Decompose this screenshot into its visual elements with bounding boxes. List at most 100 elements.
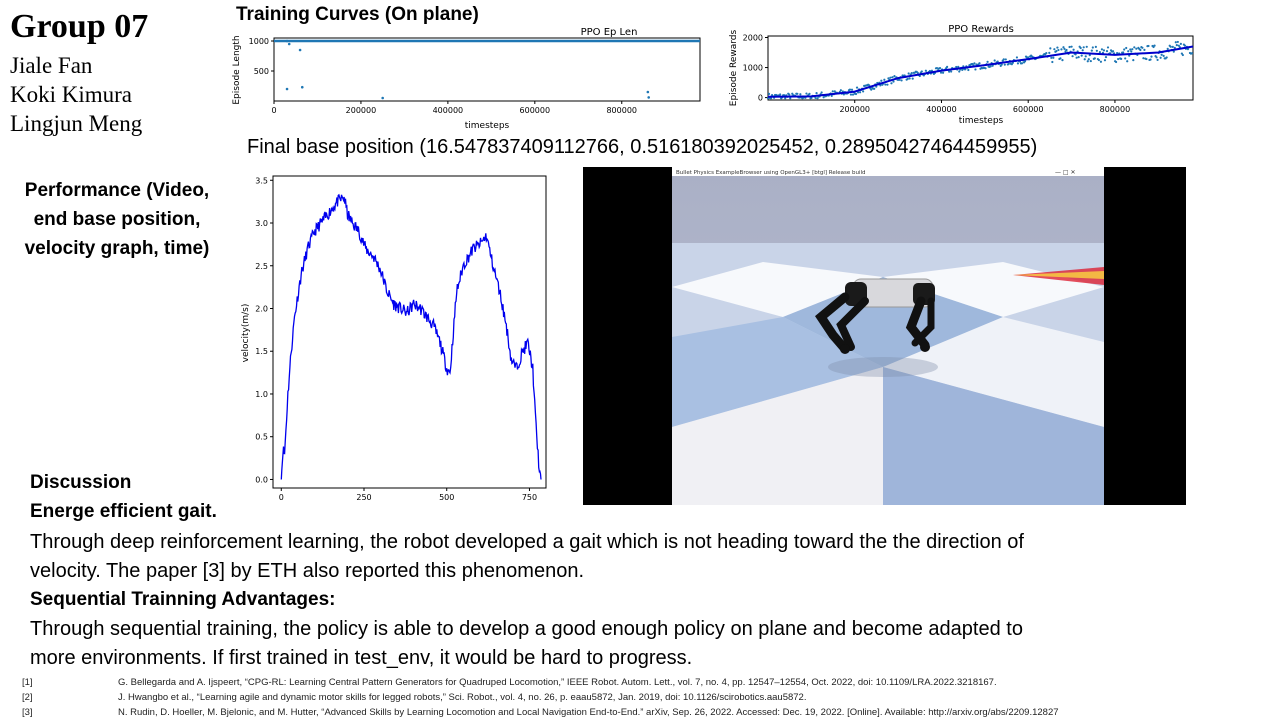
rewards-point <box>1065 48 1068 52</box>
rewards-point <box>1026 56 1030 59</box>
rewards-point <box>1135 47 1138 50</box>
discussion-heading: Discussion <box>30 472 132 493</box>
rewards-title: PPO Rewards <box>948 24 1014 35</box>
velocity-ylabel: velocity(m/s) <box>241 304 251 363</box>
rewards-point <box>1063 47 1066 51</box>
rewards-point <box>964 68 967 71</box>
rewards-point <box>886 83 889 86</box>
rewards-point <box>1171 45 1174 48</box>
rewards-point <box>1190 52 1194 55</box>
rewards-point <box>1173 46 1176 49</box>
rewards-point <box>1007 62 1010 65</box>
rewards-point <box>1051 60 1054 64</box>
rewards-point <box>1057 48 1060 52</box>
rewards-point <box>1050 56 1053 59</box>
rewards-point <box>1102 49 1106 52</box>
rewards-point <box>814 96 817 100</box>
rewards-point <box>1150 55 1153 58</box>
rewards-point <box>1045 52 1048 55</box>
rewards-point <box>1145 57 1148 61</box>
rewards-point <box>1083 58 1086 61</box>
velocity-chart: 0 250 500 750 0.0 0.5 1.0 1.5 2.0 2.5 3.0 3.5 veloc… <box>241 175 547 502</box>
rewards-point <box>1085 45 1088 48</box>
rewards-point <box>991 64 994 67</box>
window-controls[interactable]: — □ ✕ <box>1055 169 1076 176</box>
ep-len-point <box>647 96 651 99</box>
x-tick-label: 600000 <box>520 106 551 115</box>
rewards-point <box>1129 48 1132 51</box>
rewards-point <box>789 97 792 100</box>
rewards-point <box>907 72 910 75</box>
ep-len-point <box>287 42 291 46</box>
ref-1-num: [1] <box>22 677 33 688</box>
rewards-point <box>1103 59 1107 62</box>
rewards-point <box>1077 56 1080 59</box>
rewards-point <box>958 70 961 73</box>
performance-line-2: end base position, <box>33 209 201 230</box>
ep-len-ylabel: Episode Length <box>232 35 242 104</box>
rewards-point <box>1147 44 1150 48</box>
rewards-point <box>822 96 825 99</box>
rewards-point <box>1142 57 1145 60</box>
rewards-point <box>856 91 860 94</box>
rewards-xlabel: timesteps <box>959 116 1004 126</box>
rewards-point <box>1048 51 1051 54</box>
rewards-point <box>1123 48 1126 51</box>
ep-len-point <box>300 85 304 89</box>
rewards-point <box>989 65 992 68</box>
x-tick-label: 500 <box>439 493 454 502</box>
velocity-series-line <box>280 193 542 480</box>
y-tick-label: 1000 <box>249 37 269 46</box>
rewards-point <box>1166 47 1169 50</box>
rewards-point <box>858 91 862 94</box>
rewards-point <box>1072 48 1075 51</box>
y-tick-label: 500 <box>254 67 269 76</box>
rewards-point <box>1059 57 1062 60</box>
rewards-point <box>1126 60 1129 63</box>
rewards-point <box>1153 44 1156 47</box>
rewards-point <box>884 83 887 86</box>
rewards-point <box>850 88 854 91</box>
rewards-point <box>910 72 913 75</box>
rewards-point <box>1114 60 1118 64</box>
x-tick-label: 800000 <box>1100 105 1131 114</box>
rewards-point <box>973 62 976 65</box>
discussion-text-1b: velocity. The paper [3] by ETH also repo… <box>30 560 585 582</box>
rewards-point <box>1098 51 1102 54</box>
rewards-point <box>1117 57 1120 61</box>
rewards-point <box>984 67 987 70</box>
rewards-point <box>1183 44 1187 47</box>
rewards-point <box>848 88 852 91</box>
final-position: Final base position (16.547837409112766,… <box>247 136 1038 158</box>
rewards-point <box>939 71 943 74</box>
ref-3-num: [3] <box>22 707 33 718</box>
x-tick-label: 200000 <box>839 105 870 114</box>
simulation-video[interactable]: Bullet Physics ExampleBrowser using Open… <box>583 167 1186 505</box>
ep-len-frame <box>273 37 701 102</box>
rewards-point <box>1084 55 1087 58</box>
rewards-point <box>978 62 981 65</box>
y-tick-label: 1000 <box>743 64 763 73</box>
rewards-point <box>957 65 960 68</box>
rewards-point <box>1181 53 1184 57</box>
page-title: Group 07 <box>10 8 149 45</box>
rewards-point <box>1094 45 1097 48</box>
rewards-point <box>1155 56 1158 59</box>
rewards-point <box>1015 56 1019 59</box>
rewards-point <box>974 68 977 71</box>
rewards-point <box>1060 48 1063 51</box>
ref-2-text: J. Hwangbo et al., “Learning agile and d… <box>118 692 807 703</box>
rewards-point <box>870 88 873 91</box>
rewards-point <box>967 68 970 72</box>
rewards-point <box>920 70 923 73</box>
ep-len-point <box>381 96 384 100</box>
rewards-point <box>854 92 858 96</box>
rewards-point <box>1055 50 1058 53</box>
ep-len-point <box>646 90 650 94</box>
ep-len-point <box>285 39 289 43</box>
rewards-point <box>1174 41 1177 44</box>
rewards-point <box>1127 50 1130 53</box>
rewards-point <box>816 97 819 100</box>
discussion-text-2b: more environments. If first trained in t… <box>30 647 693 669</box>
rewards-point <box>1130 50 1133 53</box>
